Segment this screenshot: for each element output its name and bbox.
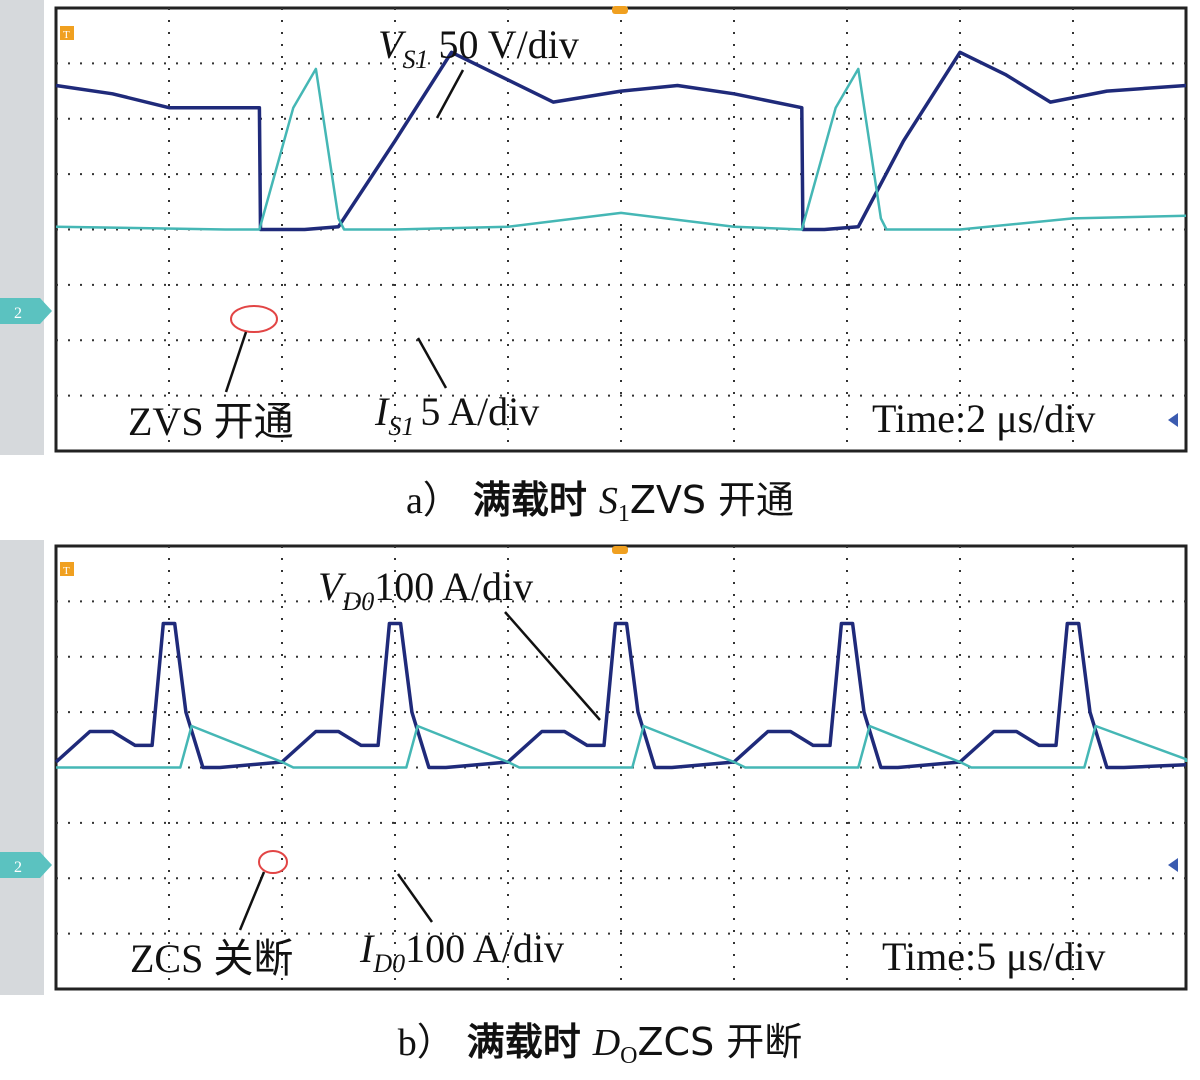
current-trace — [55, 67, 1187, 231]
channel-marker-b: 2 — [0, 852, 52, 878]
time-scale-a: Time:2 μs/div — [872, 396, 1095, 441]
trigger-position-icon-b — [612, 546, 628, 554]
trigger-position-icon-a — [612, 6, 628, 14]
voltage-annotation-b: VD0100 A/div — [318, 564, 601, 721]
caption-b: b） 满载时 DOZCS 开断 — [398, 1020, 803, 1069]
time-arrow-icon-a — [1168, 413, 1178, 427]
current-label-b: ID0100 A/div — [359, 926, 564, 978]
event-label-b: ZCS 关断 — [130, 936, 293, 981]
event-annotation-a: ZVS 开通 — [128, 305, 294, 444]
voltage-annotation-a: VS1 50 V/div — [378, 22, 579, 119]
trigger-marker-icon-a — [60, 26, 74, 40]
left-gutter — [0, 0, 44, 455]
current-trace — [56, 724, 1188, 769]
trigger-marker-label-a: T — [63, 29, 70, 41]
channel-number-a: 2 — [14, 305, 22, 322]
current-annotation-b: ID0100 A/div — [359, 873, 564, 978]
current-label-a: IS1 5 A/div — [374, 389, 539, 441]
caption-a: a） 满载时 S1ZVS 开通 — [406, 478, 794, 527]
voltage-label-b: VD0100 A/div — [318, 564, 533, 616]
panel-a: 2 T VS1 50 V/div IS1 5 A/div ZVS 开通 Time:2… — [0, 0, 1188, 527]
channel-marker-a: 2 — [0, 298, 52, 324]
event-circle-b — [258, 850, 288, 874]
panel-b: 2 T VD0100 A/div ID0100 A/div ZCS 关断 Tim… — [0, 540, 1188, 1069]
current-annotation-a: IS1 5 A/div — [374, 337, 539, 441]
event-label-a: ZVS 开通 — [128, 399, 294, 444]
voltage-trace — [54, 621, 1187, 770]
time-arrow-icon-b — [1168, 858, 1178, 872]
event-circle-a — [230, 305, 278, 333]
event-annotation-b: ZCS 关断 — [130, 850, 293, 981]
channel-number-b: 2 — [14, 859, 22, 876]
voltage-trace — [55, 50, 1187, 232]
series-a — [55, 50, 1187, 232]
voltage-label-a: VS1 50 V/div — [378, 22, 579, 74]
left-gutter-b — [0, 540, 44, 995]
time-scale-b: Time:5 μs/div — [882, 934, 1105, 979]
trigger-marker-icon-b — [60, 562, 74, 576]
series-b — [54, 621, 1188, 770]
trigger-marker-label-b: T — [63, 565, 70, 577]
